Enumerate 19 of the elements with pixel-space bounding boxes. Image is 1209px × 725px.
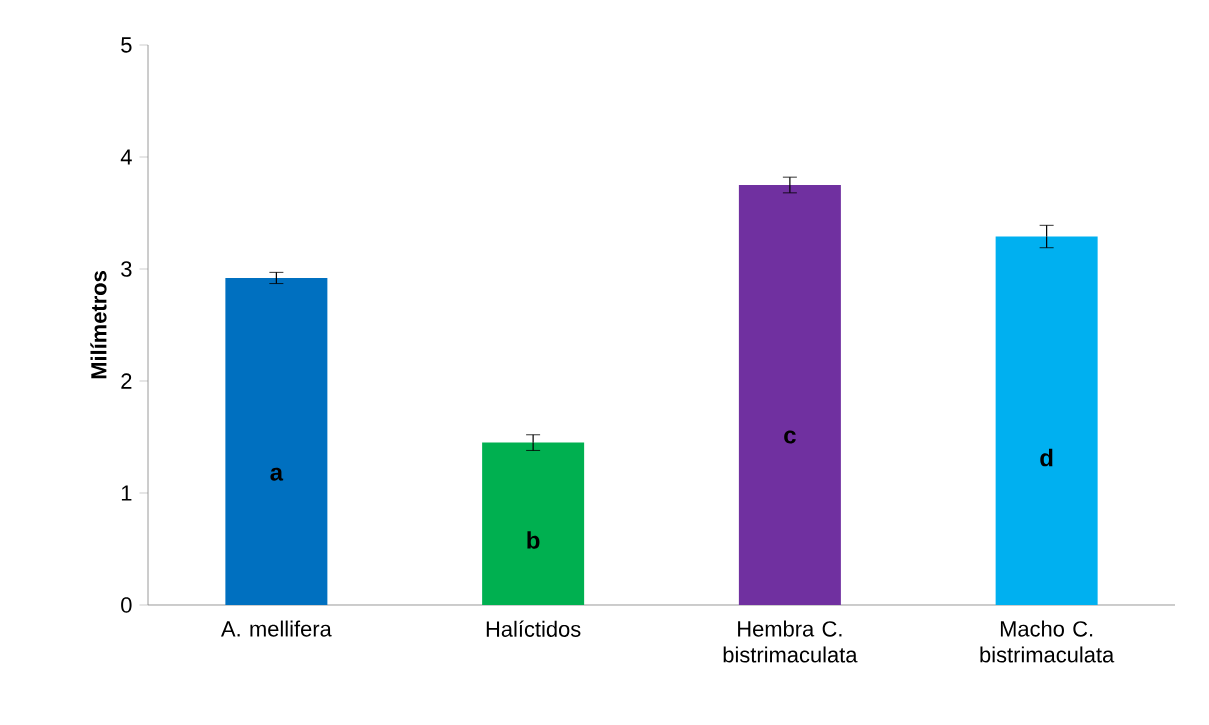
- y-tick-label: 1: [121, 485, 132, 501]
- annotation: a: [270, 467, 284, 481]
- y-axis-title: Milímetros: [90, 271, 107, 379]
- annotation: d: [1040, 448, 1053, 467]
- annotation: b: [527, 531, 540, 549]
- x-tick-label: A. mellifera: [220, 620, 332, 637]
- x-tick-label: Halíctidos: [486, 620, 581, 637]
- annotation: c: [784, 430, 796, 444]
- x-tick-label: Hembra C. bistrimaculata: [723, 620, 858, 663]
- bar: [995, 236, 1098, 605]
- y-tick-label: 2: [121, 373, 132, 389]
- y-tick-label: 0: [121, 597, 132, 613]
- y-tick-label: 5: [121, 37, 132, 53]
- bar: [482, 442, 585, 605]
- bar: [738, 185, 841, 605]
- bar: [225, 277, 328, 605]
- y-tick-label: 4: [120, 149, 132, 165]
- y-tick-label: 3: [121, 261, 132, 277]
- x-tick-label: Macho C. bistrimaculata: [980, 620, 1115, 663]
